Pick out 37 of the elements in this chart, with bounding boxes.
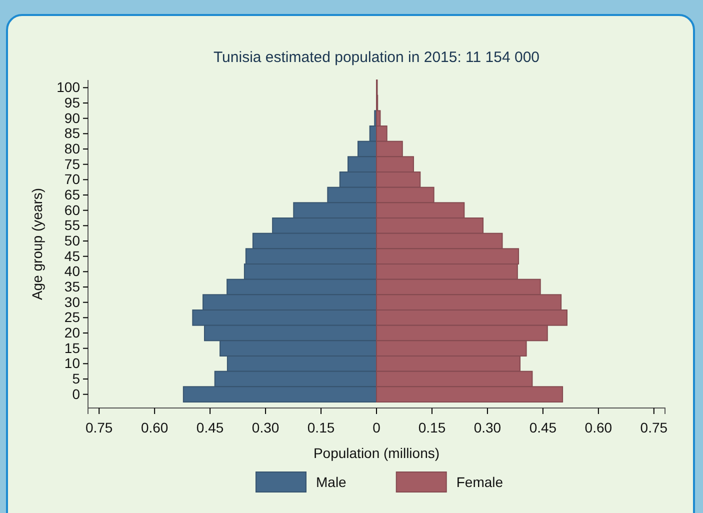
x-tick-label: 0.75 <box>640 419 668 436</box>
y-tick-label: 90 <box>64 110 80 126</box>
y-tick-label: 65 <box>64 186 80 202</box>
y-tick-label: 100 <box>56 79 80 96</box>
y-tick-label: 80 <box>64 140 80 156</box>
y-tick-label: 35 <box>64 278 80 294</box>
y-tick-label: 40 <box>64 263 80 280</box>
x-tick-label: 0.60 <box>140 419 168 436</box>
legend-label: Male <box>316 474 347 490</box>
y-tick-label: 50 <box>64 232 80 248</box>
x-tick-label: 0.15 <box>418 419 446 436</box>
y-tick-label: 20 <box>64 324 80 340</box>
y-tick-label: 25 <box>64 309 80 326</box>
y-tick-label: 75 <box>64 156 80 172</box>
x-tick-label: 0.75 <box>85 419 113 436</box>
y-tick-label: 85 <box>64 125 80 142</box>
y-tick-label: 10 <box>64 355 80 372</box>
x-tick-label: 0 <box>372 419 381 436</box>
y-tick-label: 95 <box>64 94 80 110</box>
y-axis-title: Age group (years) <box>29 188 45 300</box>
x-tick-label: 0.30 <box>474 419 502 436</box>
y-tick-label: 15 <box>64 340 80 356</box>
x-tick-label: 0.45 <box>196 419 224 436</box>
x-tick-label: 0.45 <box>529 419 557 436</box>
x-axis-title: Population (millions) <box>313 445 440 461</box>
y-tick-label: 70 <box>64 171 80 188</box>
x-tick-label: 0.60 <box>584 419 612 436</box>
x-tick-label: 0.15 <box>307 419 335 436</box>
y-tick-label: 60 <box>64 202 80 218</box>
y-tick-label: 55 <box>64 217 80 234</box>
y-tick-label: 30 <box>64 294 80 310</box>
legend-label: Female <box>456 474 504 490</box>
y-tick-label: 45 <box>64 248 80 264</box>
chart-title: Tunisia estimated population in 2015: 11 154 000 <box>213 49 540 66</box>
x-tick-label: 0.30 <box>252 419 280 436</box>
y-tick-label: 5 <box>72 370 80 386</box>
y-tick-label: 0 <box>72 386 80 402</box>
